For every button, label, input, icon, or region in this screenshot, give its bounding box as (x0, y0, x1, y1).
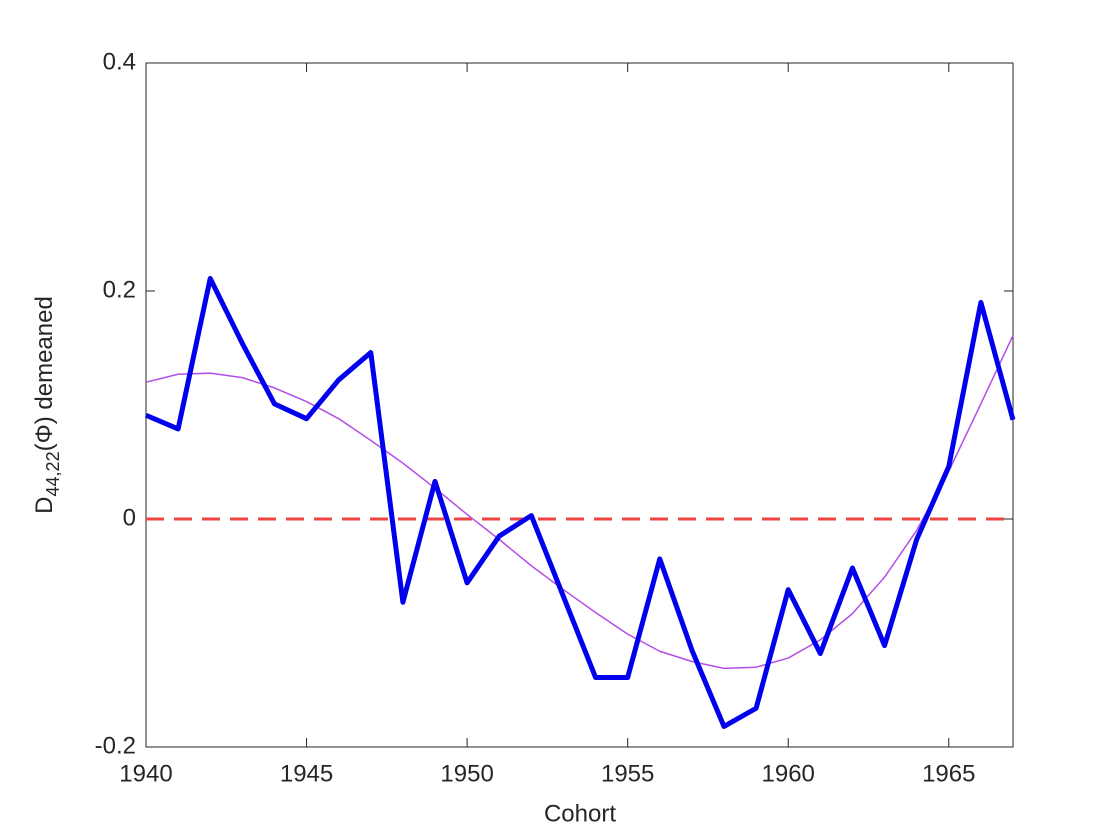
y-label-rest: (Φ) demeaned (31, 296, 58, 451)
x-tick-label: 1960 (762, 760, 815, 787)
x-tick-label: 1955 (601, 760, 654, 787)
x-tick-label: 1940 (119, 760, 172, 787)
y-tick-label: 0.4 (103, 48, 136, 75)
y-tick-label: 0.2 (103, 276, 136, 303)
x-tick-label: 1945 (280, 760, 333, 787)
y-label-main: D (31, 496, 58, 513)
y-tick-label: -0.2 (95, 732, 136, 759)
data-line (145, 335, 1014, 670)
y-axis-label: D44,22(Φ) demeaned (31, 296, 62, 514)
y-label-subscript: 44,22 (43, 451, 63, 496)
x-axis-label: Cohort (544, 800, 616, 827)
x-tick-label: 1950 (440, 760, 493, 787)
data-line (145, 275, 1016, 729)
x-tick-label: 1965 (922, 760, 975, 787)
y-tick-label: 0 (123, 504, 136, 531)
